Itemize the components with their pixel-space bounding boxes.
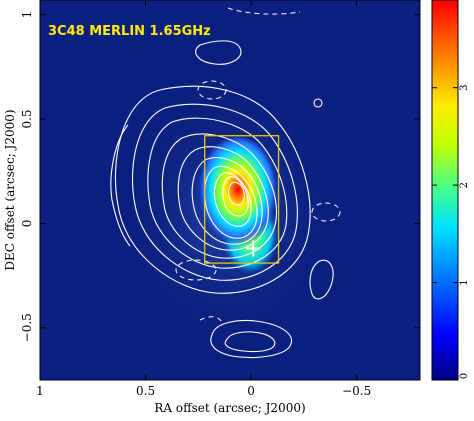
x-tick-label: −0.5 [342, 384, 371, 398]
x-tick-label: 1 [36, 384, 44, 398]
colorbar [431, 0, 459, 381]
highlight-box [204, 135, 280, 264]
colorbar-tick-label: 2 [459, 182, 470, 188]
contour-level-6 [191, 157, 263, 245]
plot-frame [39, 0, 421, 381]
y-tick-label: −0.5 [20, 313, 34, 342]
contour-core-peak [228, 181, 245, 206]
dashed-contour-northeast [197, 80, 227, 100]
chart-title: 3C48 MERLIN 1.65GHz [48, 24, 211, 39]
colorbar-tick-label: 3 [459, 85, 470, 91]
x-tick-label: 0 [247, 384, 255, 398]
contour-lines [110, 40, 334, 359]
dashed-contour-west [311, 202, 341, 222]
contour-south-lobe-inner [224, 331, 276, 353]
negative-contours [175, 7, 341, 323]
contour-level-7 [204, 165, 258, 239]
contour-small-northwest [313, 98, 323, 108]
contour-west-fragment [309, 259, 334, 300]
y-axis-label: DEC offset (arcsec; J2000) [3, 109, 17, 270]
cross-marker [246, 240, 261, 257]
dashed-contour-bottom [199, 316, 223, 323]
y-axis-ticks: 1 0.5 0 −0.5 [20, 11, 420, 342]
contour-north-arc [195, 40, 242, 65]
y-tick-label: 0.5 [20, 109, 34, 128]
x-axis-label: RA offset (arcsec; J2000) [154, 401, 305, 415]
colorbar-tick-label: 1 [459, 279, 470, 285]
colorbar-ticks: 0 1 2 3 [432, 85, 470, 381]
contour-level-9 [222, 176, 249, 217]
x-axis-ticks: 1 0.5 0 −0.5 [36, 0, 371, 398]
colorbar-tick-label: 0 [459, 373, 470, 379]
core-emission-blob [196, 137, 280, 253]
contour-level-8 [213, 172, 252, 227]
dashed-contour-top [227, 7, 301, 15]
dashed-contour-east [175, 259, 217, 281]
emission-image [125, 90, 335, 340]
contour-level-5 [177, 146, 269, 251]
contour-east-lobe [110, 124, 131, 247]
y-tick-label: 0 [20, 220, 34, 228]
contour-south-lobe [210, 319, 292, 359]
x-tick-label: 0.5 [136, 384, 155, 398]
y-tick-label: 1 [20, 11, 34, 19]
contour-level-2 [132, 103, 298, 281]
contour-outer [114, 85, 311, 294]
